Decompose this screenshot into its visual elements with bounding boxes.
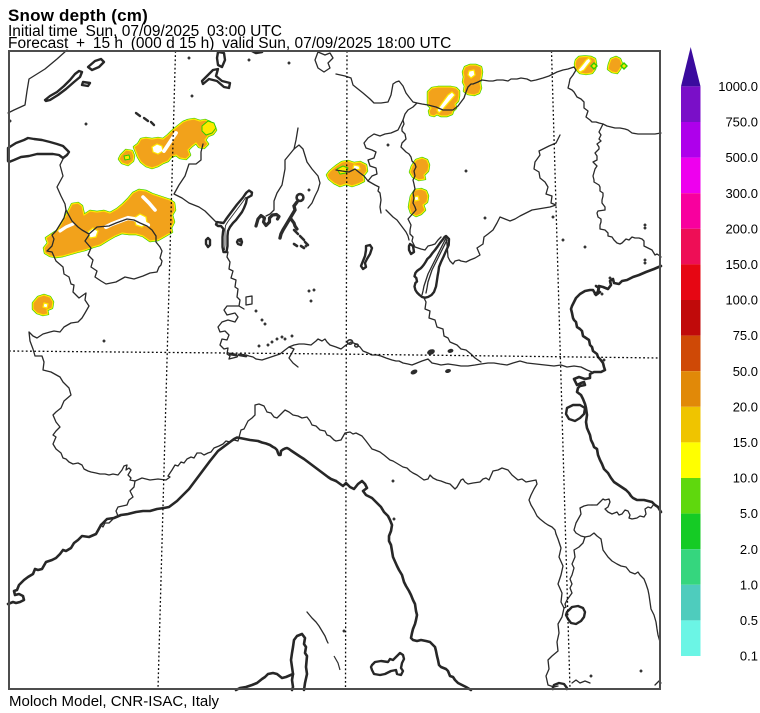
svg-text:750.0: 750.0 <box>725 115 758 130</box>
svg-text:2.0: 2.0 <box>740 542 758 557</box>
svg-text:50.0: 50.0 <box>733 364 758 379</box>
svg-text:75.0: 75.0 <box>733 328 758 343</box>
svg-text:150.0: 150.0 <box>725 257 758 272</box>
svg-text:1000.0: 1000.0 <box>718 79 758 94</box>
svg-text:1.0: 1.0 <box>740 577 758 592</box>
svg-text:300.0: 300.0 <box>725 186 758 201</box>
svg-text:0.1: 0.1 <box>740 649 758 664</box>
svg-text:20.0: 20.0 <box>733 399 758 414</box>
svg-text:5.0: 5.0 <box>740 506 758 521</box>
svg-text:500.0: 500.0 <box>725 150 758 165</box>
svg-text:10.0: 10.0 <box>733 471 758 486</box>
svg-text:0.5: 0.5 <box>740 613 758 628</box>
svg-text:100.0: 100.0 <box>725 293 758 308</box>
svg-text:200.0: 200.0 <box>725 221 758 236</box>
svg-text:15.0: 15.0 <box>733 435 758 450</box>
